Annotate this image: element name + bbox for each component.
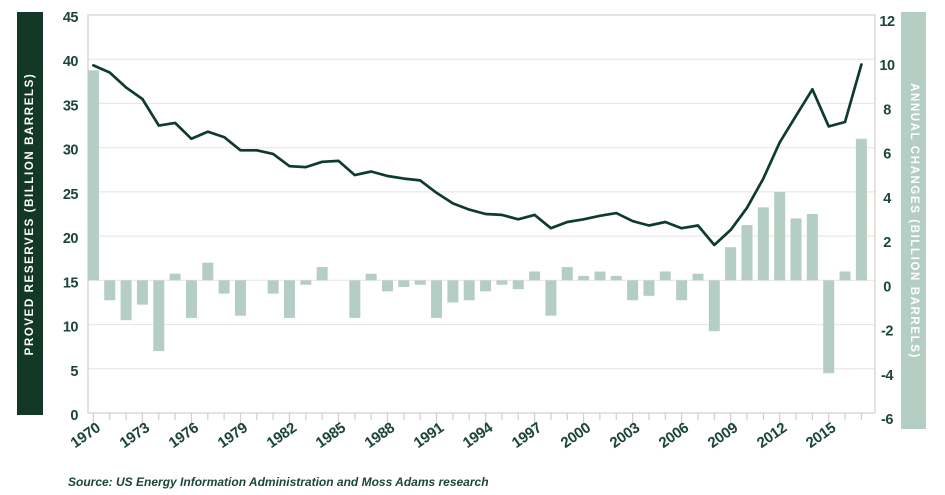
bar-2007 [692, 273, 704, 281]
bar-2010 [741, 225, 753, 281]
x-tick-label-2006: 2006 [656, 419, 692, 451]
bar-2011 [757, 207, 769, 281]
bar-1991 [431, 280, 443, 318]
bar-1990 [414, 280, 426, 285]
x-tick-label-1985: 1985 [313, 419, 349, 451]
x-tick-label-2000: 2000 [558, 419, 594, 451]
left-tick-40: 40 [63, 54, 79, 70]
x-tick-label-1988: 1988 [362, 419, 398, 451]
right-tick-0: 0 [883, 279, 891, 295]
bar-1970 [87, 70, 99, 281]
x-tick-label-1997: 1997 [509, 419, 545, 451]
x-axis-labels: 1970 1973 1976 1979 1982 1985 1988 1991 1994 1997… [68, 419, 839, 452]
right-tick-2: 2 [883, 235, 891, 251]
bar-1973 [136, 280, 148, 305]
left-tick-15: 15 [63, 275, 79, 291]
x-tick-label-2003: 2003 [607, 419, 643, 451]
bar-2015 [823, 280, 835, 374]
bar-1982 [283, 280, 295, 318]
x-tick-label-1970: 1970 [68, 419, 104, 451]
x-tick-label-2012: 2012 [754, 419, 790, 451]
left-tick-0: 0 [70, 408, 78, 424]
bar-2014 [806, 214, 818, 281]
right-axis-tick-labels: -6 -4 -2 0 2 4 6 8 10 12 [879, 14, 895, 428]
bar-1997 [529, 271, 541, 281]
bar-1987 [365, 273, 377, 281]
bar-1974 [153, 280, 165, 352]
bar-1978 [218, 280, 230, 294]
bar-2005 [659, 271, 671, 281]
right-tick-12: 12 [879, 14, 895, 30]
x-tick-label-1973: 1973 [117, 419, 153, 451]
right-axis-band: ANNUAL CHANGES (BILLION BARRELS) [901, 12, 926, 429]
right-tick--2: -2 [881, 324, 893, 340]
x-tick-label-1982: 1982 [264, 419, 300, 451]
bar-2017 [855, 138, 867, 281]
right-tick-4: 4 [883, 191, 891, 207]
bar-1998 [545, 280, 557, 316]
left-tick-25: 25 [63, 187, 79, 203]
x-tick-label-2009: 2009 [705, 419, 741, 451]
left-tick-35: 35 [63, 98, 79, 114]
bar-1986 [349, 280, 361, 318]
proved-reserves-line [92, 63, 863, 247]
bar-1984 [316, 267, 328, 281]
x-axis-ticks [92, 413, 862, 429]
bar-1971 [104, 280, 116, 301]
left-tick-20: 20 [63, 231, 79, 247]
right-tick-10: 10 [879, 58, 895, 74]
bar-1979 [234, 280, 246, 316]
bar-2012 [774, 191, 786, 281]
bar-1994 [480, 280, 492, 292]
bar-2004 [643, 280, 655, 296]
x-tick-label-1979: 1979 [215, 419, 251, 451]
bar-1977 [202, 262, 214, 281]
x-tick-label-1976: 1976 [166, 419, 202, 451]
x-tick-label-2015: 2015 [803, 419, 839, 451]
left-axis-tick-labels: 0 5 10 15 20 25 30 35 40 45 [63, 10, 79, 424]
bar-1972 [120, 280, 132, 321]
annual-changes-bars [87, 70, 867, 374]
right-tick--6: -6 [881, 412, 893, 428]
bar-1996 [512, 280, 524, 290]
bar-2003 [627, 280, 639, 301]
bar-2016 [839, 271, 851, 281]
right-tick-6: 6 [883, 147, 891, 163]
left-tick-30: 30 [63, 143, 79, 159]
bar-2008 [708, 280, 720, 332]
x-tick-label-1994: 1994 [460, 419, 497, 452]
left-tick-5: 5 [70, 364, 78, 380]
bar-1975 [169, 273, 181, 281]
left-tick-45: 45 [63, 10, 79, 26]
left-axis-band: PROVED RESERVES (BILLION BARRELS) [17, 12, 43, 415]
right-tick--4: -4 [881, 368, 893, 384]
bar-2002 [610, 275, 622, 281]
bar-2006 [676, 280, 688, 301]
bar-2000 [578, 275, 590, 281]
right-tick-8: 8 [883, 102, 891, 118]
bar-1981 [267, 280, 279, 294]
bar-1999 [561, 267, 573, 281]
bar-1992 [447, 280, 459, 303]
bar-2009 [725, 247, 737, 281]
bar-2001 [594, 271, 606, 281]
left-tick-10: 10 [63, 320, 79, 336]
bar-1976 [185, 280, 197, 318]
bar-1993 [463, 280, 475, 301]
bar-2013 [790, 218, 802, 281]
bar-1983 [300, 280, 312, 285]
bar-1988 [382, 280, 394, 292]
bar-1995 [496, 280, 508, 285]
bar-1989 [398, 280, 410, 287]
source-note: Source: US Energy Information Administra… [68, 475, 489, 489]
x-tick-label-1991: 1991 [411, 419, 447, 451]
